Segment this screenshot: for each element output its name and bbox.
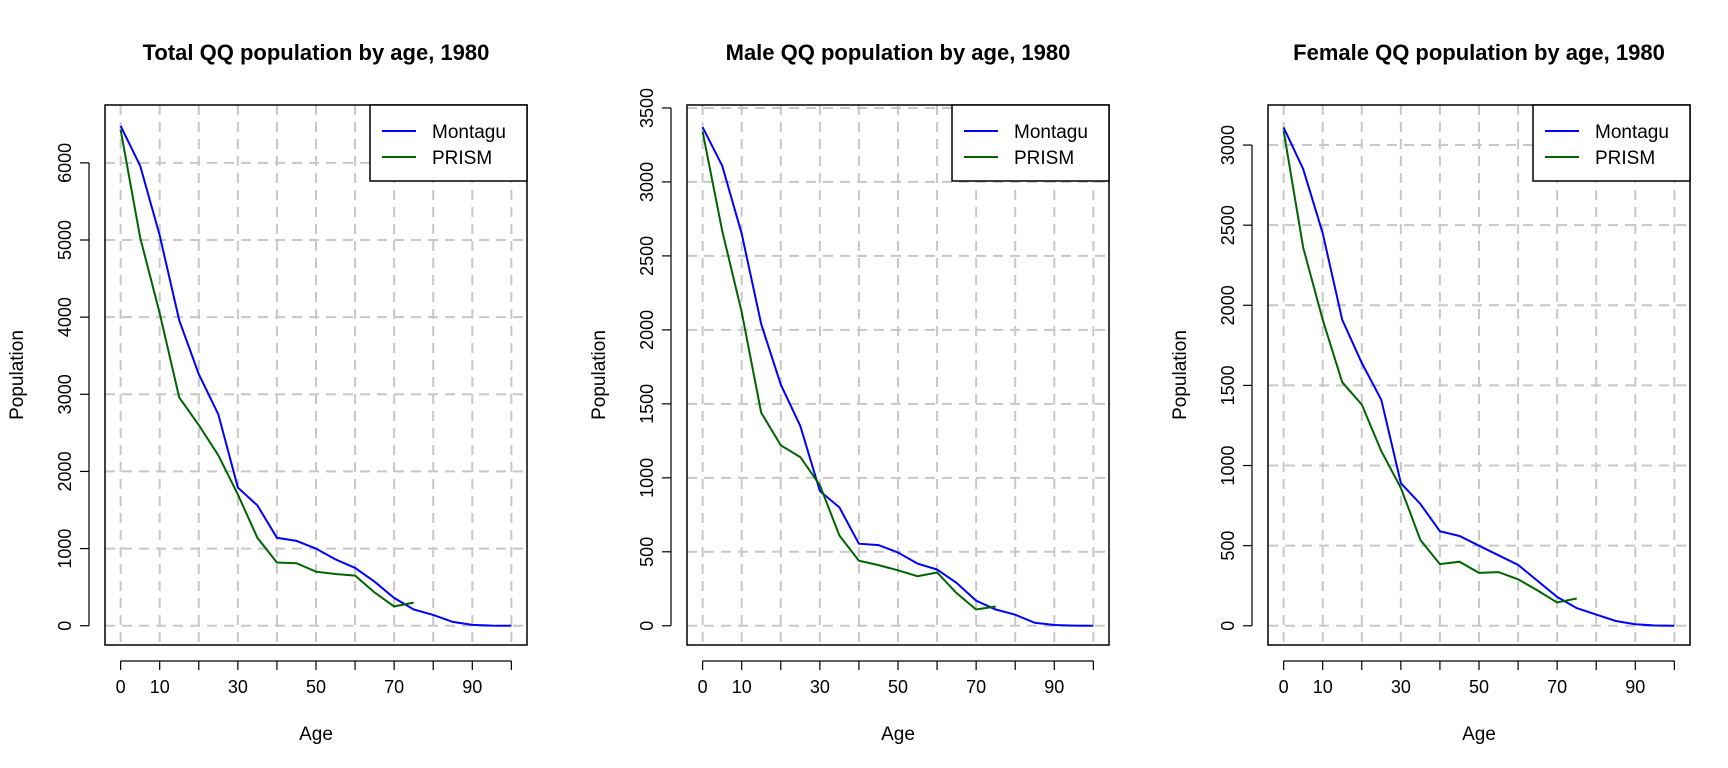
legend-label: PRISM	[1595, 148, 1655, 169]
x-tick-label: 10	[1313, 677, 1333, 697]
x-tick-label: 70	[966, 677, 986, 697]
y-tick-label: 2000	[55, 451, 75, 491]
x-tick-label: 70	[384, 677, 404, 697]
x-tick-label: 30	[1391, 677, 1411, 697]
y-tick-label: 3000	[637, 162, 657, 202]
x-tick-label: 10	[732, 677, 752, 697]
chart-panel-1: 0 10 30 50 70 90 0 1000 2000 3000 4000 5000 6000 Tota…	[7, 40, 528, 745]
y-tick-label: 0	[637, 621, 657, 631]
chart-title: Female QQ population by age, 1980	[1293, 40, 1665, 65]
x-tick-label: 0	[1279, 677, 1289, 697]
y-axis-label: Population	[7, 330, 28, 420]
x-tick-label: 30	[228, 677, 248, 697]
y-tick-label: 2500	[1218, 205, 1238, 245]
y-tick-label: 6000	[55, 143, 75, 183]
x-axis-label: Age	[1462, 724, 1496, 745]
series-line-montagu	[701, 126, 1094, 627]
y-tick-label: 1000	[55, 529, 75, 569]
y-tick-label: 3500	[637, 88, 657, 128]
x-tick-label: 30	[810, 677, 830, 697]
legend-box	[369, 104, 528, 182]
legend: Montagu PRISM	[1532, 104, 1691, 182]
plot-frame	[686, 104, 1110, 646]
y-tick-label: 500	[637, 537, 657, 567]
x-tick-label: 50	[1469, 677, 1489, 697]
y-tick-label: 5000	[55, 220, 75, 260]
y-tick-label: 2000	[1218, 285, 1238, 325]
x-tick-label: 0	[698, 677, 708, 697]
y-tick-label: 2500	[637, 236, 657, 276]
chart-title: Male QQ population by age, 1980	[726, 40, 1071, 65]
x-tick-label: 90	[1044, 677, 1064, 697]
series-line-prism	[1282, 130, 1577, 604]
x-tick-label: 70	[1547, 677, 1567, 697]
y-tick-label: 4000	[55, 297, 75, 337]
x-tick-label: 90	[1625, 677, 1645, 697]
chart-title: Total QQ population by age, 1980	[143, 40, 490, 65]
legend-label: Montagu	[432, 122, 506, 143]
plot-frame	[104, 104, 528, 646]
y-tick-label: 1500	[1218, 365, 1238, 405]
y-axis-label: Population	[589, 330, 610, 420]
series-line-prism	[119, 129, 414, 608]
x-tick-label: 0	[116, 677, 126, 697]
series-line-montagu	[1282, 126, 1675, 627]
legend-label: Montagu	[1014, 122, 1088, 143]
x-axis-label: Age	[881, 724, 915, 745]
x-tick-label: 90	[462, 677, 482, 697]
legend: Montagu PRISM	[951, 104, 1110, 182]
chart-panel-2: 0 10 30 50 70 90 0 500 1000 1500 2000 2500 3000 3500 M…	[589, 40, 1110, 745]
y-tick-label: 0	[1218, 621, 1238, 631]
legend-label: Montagu	[1595, 122, 1669, 143]
y-tick-label: 500	[1218, 531, 1238, 561]
x-tick-label: 50	[306, 677, 326, 697]
x-axis-label: Age	[299, 724, 333, 745]
y-tick-label: 1500	[637, 384, 657, 424]
y-tick-label: 3000	[55, 374, 75, 414]
series-line-montagu	[119, 125, 512, 627]
y-tick-label: 0	[55, 621, 75, 631]
y-tick-label: 1000	[1218, 446, 1238, 486]
legend-label: PRISM	[1014, 148, 1074, 169]
plot-frame	[1267, 104, 1691, 646]
y-tick-label: 3000	[1218, 125, 1238, 165]
y-axis-label: Population	[1170, 330, 1191, 420]
x-tick-label: 50	[888, 677, 908, 697]
legend-box	[1532, 104, 1691, 182]
legend-box	[951, 104, 1110, 182]
chart-panel-3: 0 10 30 50 70 90 0 500 1000 1500 2000 2500 3000 Femal…	[1170, 40, 1691, 745]
series-line-prism	[701, 131, 996, 611]
x-tick-label: 10	[150, 677, 170, 697]
legend-label: PRISM	[432, 148, 492, 169]
legend: Montagu PRISM	[369, 104, 528, 182]
y-tick-label: 2000	[637, 310, 657, 350]
y-tick-label: 1000	[637, 458, 657, 498]
